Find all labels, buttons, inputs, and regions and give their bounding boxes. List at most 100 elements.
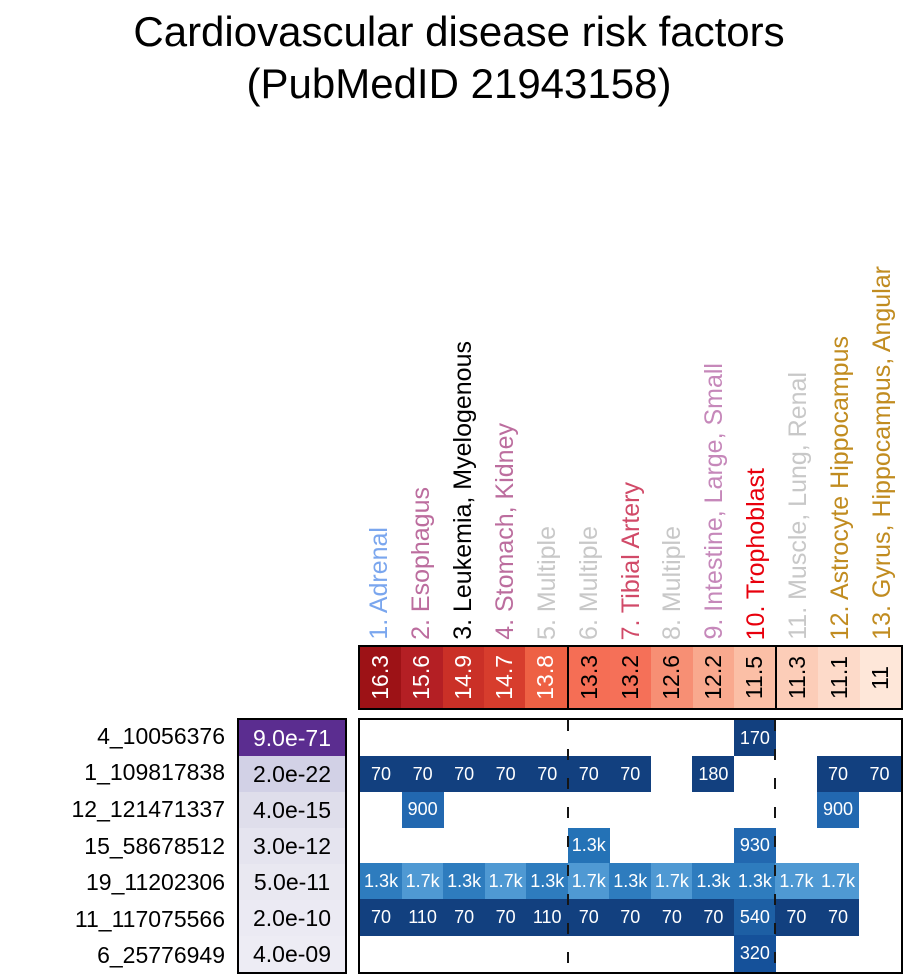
colorbar-cell: 12.2 <box>692 647 734 708</box>
colorbar-value: 13.3 <box>575 655 602 700</box>
colorbar-cell: 11.1 <box>818 647 860 708</box>
colorbar-cell: 11 <box>859 647 902 708</box>
matrix-cell: 1.3k <box>609 863 652 900</box>
colorbar-cell: 14.9 <box>442 647 484 708</box>
colorbar-value: 16.3 <box>367 655 394 700</box>
row-label: 11_117075566 <box>74 905 225 932</box>
row-label: 6_25776949 <box>97 942 225 969</box>
matrix-cell: 1.7k <box>650 863 693 900</box>
colorbar-value: 11.3 <box>784 655 811 700</box>
column-label: 1. Adrenal <box>364 527 393 640</box>
matrix-cell: 1.3k <box>567 827 610 865</box>
matrix-cell: 70 <box>567 755 610 793</box>
matrix-cell: 70 <box>484 755 527 793</box>
colorbar-value: 12.6 <box>658 655 685 700</box>
matrix-cell: 900 <box>816 791 860 829</box>
pvalue-cell: 5.0e-11 <box>239 864 345 900</box>
colorbar-value: 11 <box>866 665 893 690</box>
matrix-cell: 1.3k <box>360 863 403 900</box>
matrix-cell: 70 <box>443 755 486 793</box>
pvalue-cell: 2.0e-22 <box>239 756 345 792</box>
column-label: 4. Stomach, Kidney <box>490 423 519 640</box>
column-label: 2. Esophagus <box>406 487 435 640</box>
colorbar-cell: 11.3 <box>777 647 819 708</box>
pvalue-cell: 2.0e-10 <box>239 900 345 936</box>
group-divider-dashed-line <box>774 720 777 972</box>
matrix-cell: 70 <box>609 755 652 793</box>
pvalue-cell: 3.0e-12 <box>239 828 345 864</box>
matrix-cell: 70 <box>692 899 735 936</box>
colorbar-value: 14.9 <box>449 655 476 700</box>
matrix-cell: 1.3k <box>526 863 569 900</box>
matrix-cell: 1.7k <box>401 863 444 900</box>
pvalue-cell: 4.0e-09 <box>239 936 345 972</box>
matrix-cell: 70 <box>858 755 901 793</box>
matrix-cell: 170 <box>733 720 776 757</box>
colorbar-cell: 13.2 <box>609 647 652 708</box>
matrix-cell: 70 <box>650 899 693 936</box>
figure-title-line1: Cardiovascular disease risk factors <box>133 8 785 55</box>
colorbar-cell: 15.6 <box>401 647 443 708</box>
matrix-cell: 70 <box>360 899 403 936</box>
matrix-cell: 1.7k <box>484 863 527 900</box>
column-label: 9. Intestine, Large, Small <box>700 363 729 640</box>
column-label: 11. Muscle, Lung, Renal <box>784 372 813 640</box>
row-label: 15_58678512 <box>84 832 225 859</box>
matrix-cell: 930 <box>733 827 776 865</box>
row-labels-group: 4_10056376 1_109817838 12_121471337 15_5867… <box>0 718 226 974</box>
matrix-cell: 1.3k <box>733 863 776 900</box>
matrix-cell: 1.3k <box>692 863 735 900</box>
matrix-cell: 1.7k <box>775 863 818 900</box>
colorbar-value: 11.5 <box>740 655 767 700</box>
column-label: 13. Gyrus, Hippocampus, Angular <box>868 266 897 640</box>
row-label: 19_11202306 <box>86 869 225 896</box>
pvalue-column: 9.0e-71 2.0e-22 4.0e-15 3.0e-12 5.0e-11 2.0e-… <box>237 718 347 974</box>
matrix-cell: 900 <box>401 791 444 829</box>
column-label: 3. Leukemia, Myelogenous <box>448 341 477 640</box>
row-label: 12_121471337 <box>71 795 226 822</box>
colorbar-cell: 14.7 <box>483 647 526 708</box>
column-label: 8. Multiple <box>658 526 687 640</box>
colorbar-value: 13.8 <box>532 655 559 700</box>
pvalue-cell: 4.0e-15 <box>239 792 345 828</box>
column-label: 7. Tibial Artery <box>616 481 645 640</box>
matrix-cell: 1.7k <box>567 863 610 900</box>
colorbar-value: 14.7 <box>491 655 518 700</box>
matrix-cell: 70 <box>484 899 527 936</box>
heatmap-matrix: 170 70 70 70 70 70 70 70 180 70 70 900 900 1.3k 930 1.3… <box>358 718 903 974</box>
matrix-cell: 70 <box>443 899 486 936</box>
colorbar-value: 13.2 <box>617 655 644 700</box>
row-label: 4_10056376 <box>97 722 225 749</box>
matrix-cell: 1.7k <box>816 863 860 900</box>
enrichment-score-colorbar: 16.3 15.6 14.9 14.7 13.8 13.3 13.2 12.6 12.2 11.5… <box>358 645 903 710</box>
colorbar-value: 15.6 <box>408 655 435 700</box>
matrix-cell: 70 <box>816 899 860 936</box>
figure-title-line2: (PubMedID 21943158) <box>246 60 672 108</box>
matrix-cell: 70 <box>401 755 444 793</box>
column-label: 10. Trophoblast <box>742 467 771 640</box>
matrix-cell: 70 <box>526 755 569 793</box>
matrix-cell: 110 <box>526 899 569 936</box>
matrix-cell: 70 <box>609 899 652 936</box>
colorbar-cell: 13.8 <box>525 647 569 708</box>
group-divider-dashed-line <box>566 720 569 972</box>
column-label: 6. Multiple <box>574 526 603 640</box>
pvalue-cell: 9.0e-71 <box>239 720 345 756</box>
colorbar-cell: 12.6 <box>651 647 693 708</box>
matrix-cell: 180 <box>692 755 735 793</box>
column-label: 12. Astrocyte Hippocampus <box>826 335 855 640</box>
colorbar-value: 12.2 <box>699 655 726 700</box>
matrix-cell: 540 <box>733 899 776 936</box>
matrix-cell: 70 <box>775 899 818 936</box>
figure-title: Cardiovascular disease risk factors (Pub… <box>0 6 918 110</box>
row-label: 1_109817838 <box>84 759 225 786</box>
matrix-cell: 70 <box>567 899 610 936</box>
matrix-cell: 70 <box>816 755 860 793</box>
colorbar-cell: 16.3 <box>360 647 402 708</box>
matrix-cell: 1.3k <box>443 863 486 900</box>
colorbar-cell: 11.5 <box>733 647 778 708</box>
colorbar-value: 11.1 <box>825 655 852 700</box>
matrix-cell: 320 <box>733 935 776 972</box>
matrix-cell: 110 <box>401 899 444 936</box>
